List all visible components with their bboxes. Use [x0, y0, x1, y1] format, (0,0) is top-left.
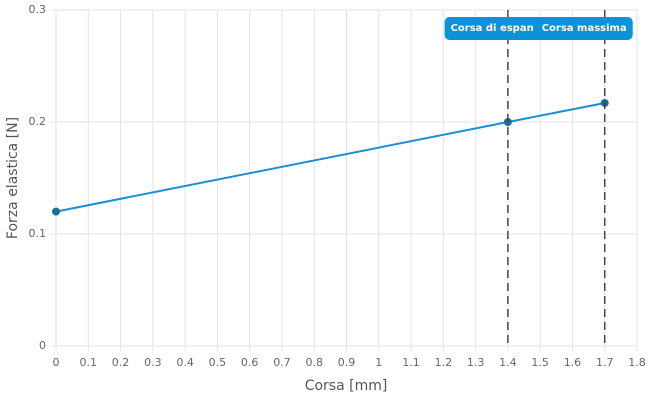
- series-line: [55, 101, 605, 213]
- x-tick-label: 0.1: [80, 356, 98, 369]
- x-tick-label: 1.7: [596, 356, 614, 369]
- x-tick-label: 1.2: [435, 356, 453, 369]
- x-tick-label: 0.4: [176, 356, 194, 369]
- x-tick-label: 0.5: [209, 356, 227, 369]
- annotation-label: Corsa di espan: [451, 23, 534, 34]
- x-tick-label: 1: [375, 356, 382, 369]
- y-tick-label: 0.3: [29, 3, 47, 16]
- x-tick-label: 1.1: [402, 356, 420, 369]
- x-tick-label: 1.8: [628, 356, 646, 369]
- x-axis-title: Corsa [mm]: [305, 378, 388, 394]
- x-tick-label: 1.4: [499, 356, 517, 369]
- y-axis-title: Forza elastica [N]: [5, 117, 21, 239]
- x-tick-label: 1.3: [467, 356, 485, 369]
- annotation-box: [444, 17, 633, 40]
- y-tick-label: 0.1: [29, 227, 47, 240]
- point: [52, 207, 60, 216]
- x-tick-label: 0.2: [112, 356, 130, 369]
- y-tick-label: 0: [39, 339, 46, 352]
- x-tick-label: 0.9: [338, 356, 356, 369]
- x-tick-label: 0.6: [241, 356, 259, 369]
- x-tick-label: 0.7: [273, 356, 291, 369]
- x-tick-label: 0.3: [144, 356, 162, 369]
- annotation-label: Corsa massima: [542, 23, 627, 34]
- x-tick-label: 0: [53, 356, 60, 369]
- x-tick-label: 1.6: [564, 356, 582, 369]
- y-tick-label: 0.2: [29, 115, 47, 128]
- x-tick-label: 1.5: [531, 356, 549, 369]
- x-tick-label: 0.8: [305, 356, 323, 369]
